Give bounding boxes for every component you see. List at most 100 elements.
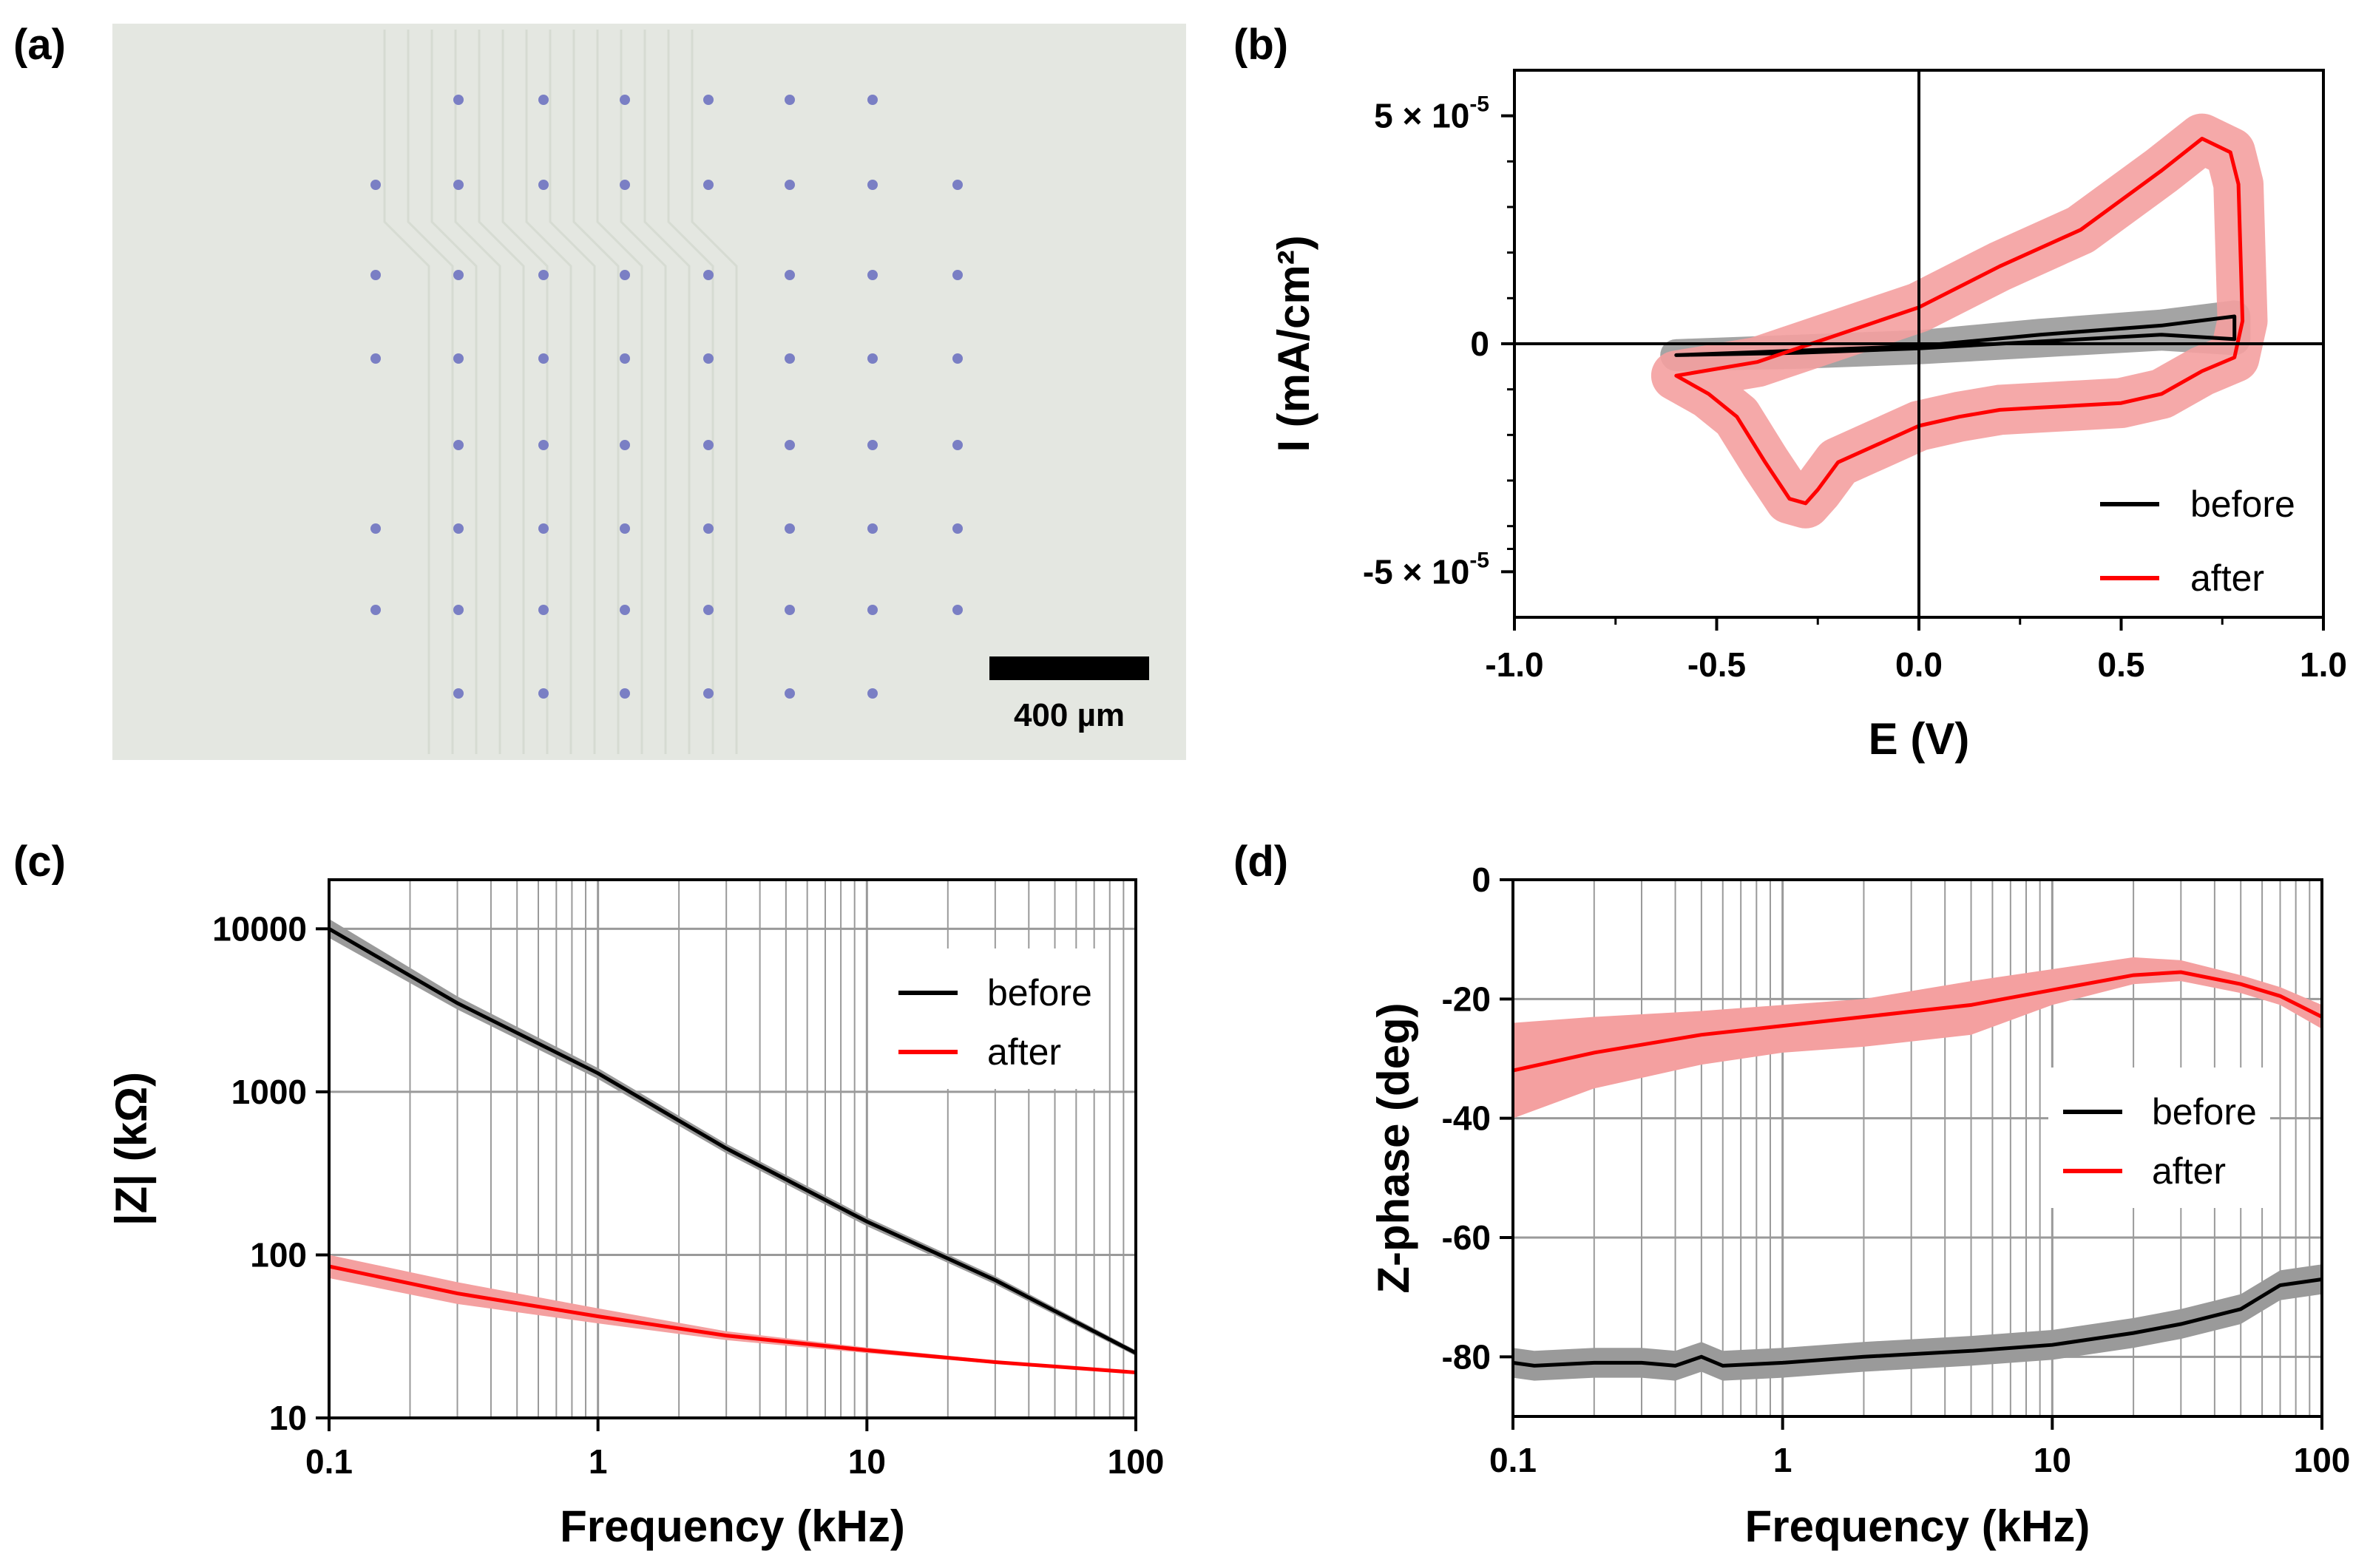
after-line xyxy=(1674,137,2245,506)
electrode-dot xyxy=(703,180,714,190)
trace-line xyxy=(596,30,643,754)
electrode-dot xyxy=(453,270,464,280)
phase-chart: 0.1 1 10 100 0 -20 -40 -60 -80 Frequency (kHz) Z-p… xyxy=(1369,861,2350,1551)
legend-box xyxy=(884,948,1106,1089)
electrode-dot xyxy=(370,270,381,280)
electrode-dot xyxy=(785,688,795,699)
electrode-dot xyxy=(453,95,464,105)
y-tick-label: 100 xyxy=(250,1235,307,1274)
impedance-chart: 0.1 1 10 100 10 100 1000 10000 Frequency (kHz) |Z… xyxy=(106,878,1165,1551)
y-axis-label: I (mA/cm²) xyxy=(1269,235,1318,452)
electrode-dot xyxy=(785,95,795,105)
panel-a-label: (a) xyxy=(13,21,66,69)
electrode-dot xyxy=(453,180,464,190)
x-tick-label: 100 xyxy=(1108,1442,1165,1481)
y-tick-label: -20 xyxy=(1442,980,1491,1018)
electrode-dot xyxy=(952,523,963,534)
electrode-dot xyxy=(620,180,630,190)
electrode-dot xyxy=(703,523,714,534)
trace-line xyxy=(525,30,572,754)
electrode-dot xyxy=(703,353,714,364)
trace-line xyxy=(454,30,501,754)
electrode-dot xyxy=(785,605,795,615)
electrode-dot xyxy=(867,95,878,105)
electrode-dot xyxy=(620,605,630,615)
electrode-dot xyxy=(453,605,464,615)
y-tick-label: 10 xyxy=(269,1399,307,1437)
electrode-dot xyxy=(952,180,963,190)
electrode-dot xyxy=(785,180,795,190)
electrode-dot xyxy=(703,605,714,615)
electrode-dot xyxy=(785,523,795,534)
electrode-dot xyxy=(620,688,630,699)
electrode-dot xyxy=(538,180,549,190)
before-line xyxy=(1674,314,2237,357)
electrode-dot xyxy=(952,353,963,364)
trace-line xyxy=(430,30,478,754)
electrode-dot xyxy=(453,688,464,699)
electrode-dot xyxy=(785,440,795,450)
electrode-dot xyxy=(867,523,878,534)
panel-d-label: (d) xyxy=(1233,838,1288,886)
trace-line xyxy=(478,30,525,754)
x-tick-label: 0.1 xyxy=(305,1442,353,1481)
x-tick-label: 10 xyxy=(2034,1441,2071,1479)
trace-line xyxy=(691,30,738,754)
electrode-dot xyxy=(538,353,549,364)
electrode-dot xyxy=(620,523,630,534)
electrode-dot xyxy=(703,95,714,105)
electrode-dot xyxy=(538,688,549,699)
y-tick-label: 10000 xyxy=(212,909,307,948)
electrode-dot xyxy=(703,688,714,699)
electrode-array xyxy=(370,95,963,699)
y-tick-label: -80 xyxy=(1442,1337,1491,1376)
legend-label-before: before xyxy=(2190,483,2295,525)
electrode-dot xyxy=(538,95,549,105)
trace-line xyxy=(667,30,714,754)
electrode-dot xyxy=(867,688,878,699)
before-line xyxy=(328,927,1137,1355)
trace-line xyxy=(643,30,691,754)
scale-bar xyxy=(989,656,1149,680)
photo-traces xyxy=(383,30,738,754)
legend-label-after: after xyxy=(2190,557,2264,599)
panel-c-label: (c) xyxy=(13,838,66,886)
x-axis-label: Frequency (kHz) xyxy=(1745,1501,2090,1551)
after-band xyxy=(329,1255,1136,1374)
x-tick-label: -1.0 xyxy=(1485,645,1543,684)
legend-label-after: after xyxy=(987,1031,1061,1073)
electrode-dot xyxy=(620,270,630,280)
electrode-dot xyxy=(538,605,549,615)
x-tick-label: 0.0 xyxy=(1895,645,1943,684)
y-tick-label: 0 xyxy=(1470,325,1489,363)
legend-label-after: after xyxy=(2152,1150,2226,1192)
before-band xyxy=(1513,1264,2322,1381)
electrode-dot xyxy=(703,270,714,280)
microscope-photo: 400 µm xyxy=(112,24,1186,760)
y-tick-label: -60 xyxy=(1442,1218,1491,1257)
electrode-dot xyxy=(453,440,464,450)
y-axis-label: |Z| (kΩ) xyxy=(106,1072,157,1226)
after-line xyxy=(328,1264,1137,1374)
legend-label-before: before xyxy=(2152,1091,2257,1133)
electrode-dot xyxy=(620,95,630,105)
x-axis-label: Frequency (kHz) xyxy=(560,1501,905,1551)
x-tick-label: 1 xyxy=(1773,1441,1792,1479)
electrode-dot xyxy=(952,440,963,450)
electrode-dot xyxy=(867,440,878,450)
electrode-dot xyxy=(538,523,549,534)
electrode-dot xyxy=(620,440,630,450)
cv-chart: -1.0 -0.5 0.0 0.5 1.0 5 × 10-5 0 -5 × 10-5 E (V)… xyxy=(1269,69,2347,764)
y-tick-label: 0 xyxy=(1472,861,1491,899)
electrode-dot xyxy=(538,440,549,450)
scale-bar-label: 400 µm xyxy=(1014,697,1125,733)
y-axis-label: Z-phase (deg) xyxy=(1369,1002,1418,1293)
x-tick-label: 10 xyxy=(848,1442,886,1481)
y-tick-label: 5 × 10-5 xyxy=(1374,92,1489,135)
y-tick-label: 1000 xyxy=(231,1073,307,1111)
x-tick-label: 1.0 xyxy=(2300,645,2347,684)
plot-frame xyxy=(328,878,1137,1419)
electrode-dot xyxy=(703,440,714,450)
electrode-dot xyxy=(453,523,464,534)
